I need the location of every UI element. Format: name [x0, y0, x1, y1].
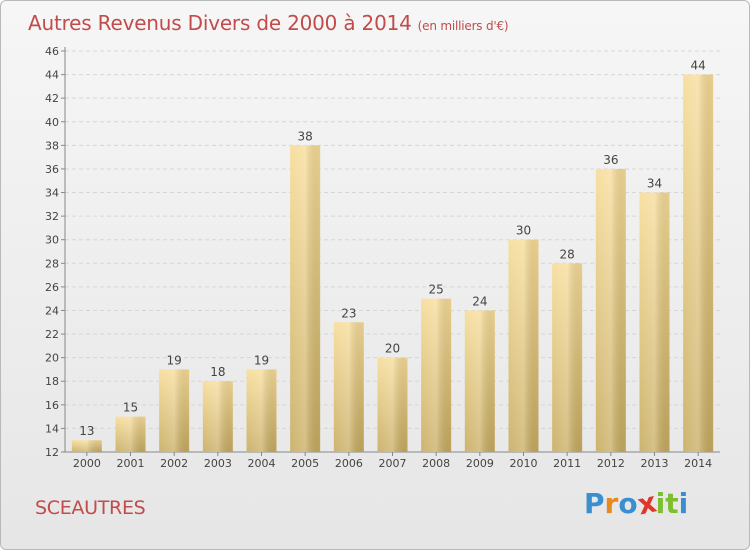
data-label: 23 — [341, 306, 356, 320]
data-label: 13 — [79, 424, 94, 438]
bar-highlight — [683, 74, 714, 453]
chart-subtitle: (en milliers d'€) — [417, 19, 509, 33]
y-tick-label: 16 — [45, 399, 59, 412]
x-tick-label: 2003 — [204, 457, 232, 470]
y-tick-label: 12 — [45, 446, 59, 459]
y-tick-label: 18 — [45, 375, 59, 388]
data-label: 38 — [298, 129, 313, 143]
bar-highlight — [246, 369, 277, 452]
bar-highlight — [202, 381, 233, 452]
x-tick-label: 2004 — [248, 457, 276, 470]
x-tick-label: 2001 — [117, 457, 145, 470]
y-tick-label: 34 — [45, 187, 59, 200]
y-tick-label: 30 — [45, 234, 59, 247]
x-tick-label: 2002 — [160, 457, 188, 470]
x-tick-label: 2009 — [466, 457, 494, 470]
x-tick-label: 2008 — [422, 457, 450, 470]
x-tick-label: 2007 — [379, 457, 407, 470]
bar-highlight — [421, 298, 452, 452]
x-tick-label: 2012 — [597, 457, 625, 470]
data-label: 25 — [429, 283, 444, 297]
data-label: 19 — [254, 353, 269, 367]
y-tick-label: 28 — [45, 257, 59, 270]
data-label: 15 — [123, 401, 138, 415]
y-tick-label: 46 — [45, 45, 59, 58]
data-label: 24 — [472, 294, 487, 308]
bar-highlight — [552, 263, 583, 452]
logo-letter: t — [665, 487, 679, 520]
y-tick-label: 26 — [45, 281, 59, 294]
chart-title-text: Autres Revenus Divers de 2000 à 2014 — [28, 11, 412, 35]
bar-highlight — [464, 310, 495, 452]
bar-highlight — [595, 168, 626, 453]
x-tick-label: 2014 — [684, 457, 712, 470]
bar-highlight — [71, 440, 102, 452]
x-tick-label: 2000 — [73, 457, 101, 470]
bar-highlight — [639, 192, 670, 452]
bar-highlight — [377, 357, 408, 452]
data-label: 36 — [603, 153, 618, 167]
bar-highlight — [508, 239, 539, 452]
x-tick-label: 2005 — [291, 457, 319, 470]
bar-highlight — [115, 416, 146, 452]
data-label: 28 — [560, 247, 575, 261]
data-label: 34 — [647, 177, 662, 191]
y-tick-label: 44 — [45, 69, 59, 82]
y-tick-label: 40 — [45, 116, 59, 129]
x-tick-label: 2006 — [335, 457, 363, 470]
data-label: 30 — [516, 224, 531, 238]
data-label: 18 — [210, 365, 225, 379]
x-tick-label: 2011 — [553, 457, 581, 470]
data-label: 44 — [691, 59, 706, 73]
data-label: 20 — [385, 342, 400, 356]
x-tick-label: 2013 — [641, 457, 669, 470]
y-tick-label: 14 — [45, 422, 59, 435]
chart-title: Autres Revenus Divers de 2000 à 2014 (en … — [28, 11, 509, 35]
bar-highlight — [333, 322, 364, 452]
y-tick-label: 38 — [45, 139, 59, 152]
logo-letter: P — [584, 487, 605, 520]
x-tick-label: 2010 — [510, 457, 538, 470]
bar-highlight — [159, 369, 190, 452]
data-label: 19 — [167, 353, 182, 367]
y-tick-label: 42 — [45, 92, 59, 105]
bar-highlight — [290, 145, 321, 452]
proxiti-logo[interactable]: Proxiti — [584, 485, 689, 521]
place-name: SCEAUTRES — [35, 497, 146, 519]
y-tick-label: 32 — [45, 210, 59, 223]
logo-letter: o — [618, 487, 638, 520]
logo-letter: r — [604, 487, 619, 520]
logo-letter: i — [678, 487, 689, 520]
y-tick-label: 24 — [45, 304, 59, 317]
y-tick-label: 22 — [45, 328, 59, 341]
logo-letter: i — [655, 487, 666, 520]
y-tick-label: 36 — [45, 163, 59, 176]
y-tick-label: 20 — [45, 352, 59, 365]
